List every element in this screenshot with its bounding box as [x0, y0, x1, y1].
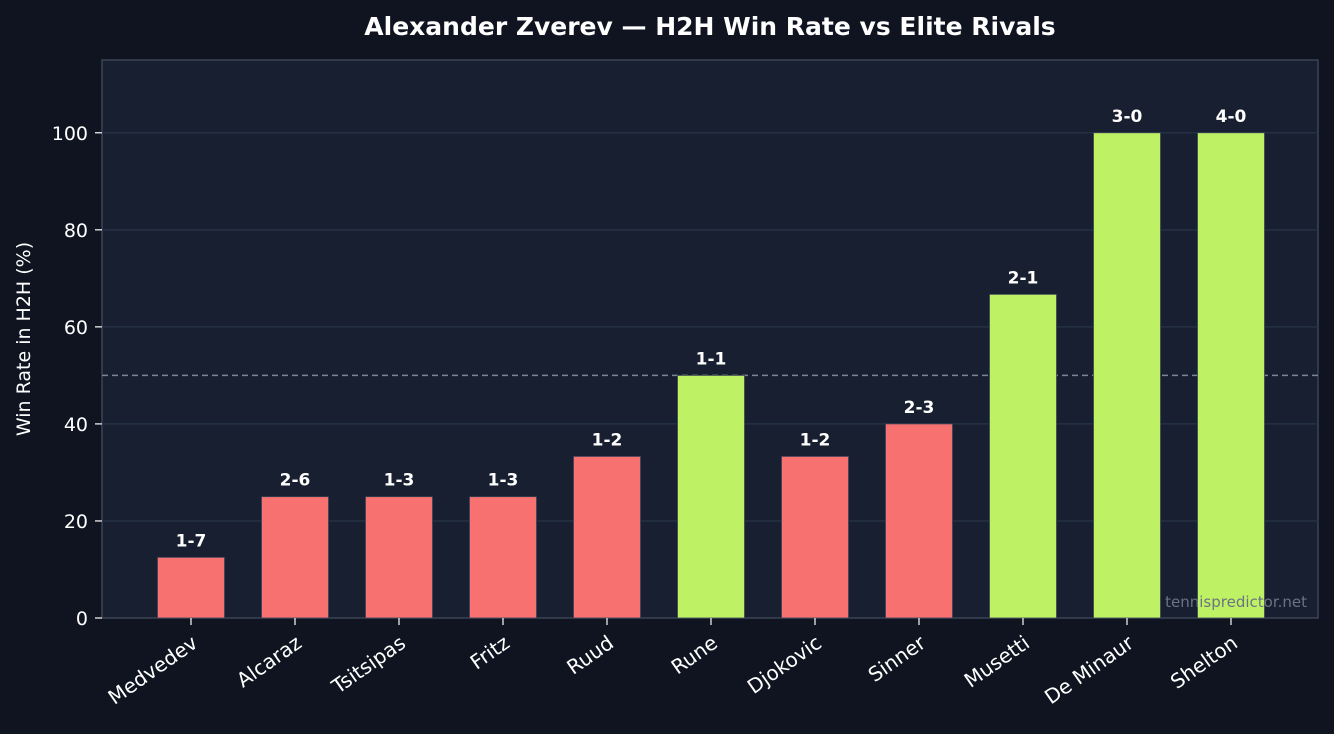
data-label: 3-0 — [1112, 107, 1143, 127]
data-label: 1-2 — [592, 430, 623, 450]
bar-alcaraz — [261, 496, 329, 619]
y-axis-label: Win Rate in H2H (%) — [13, 242, 35, 436]
data-label: 1-1 — [696, 349, 727, 369]
data-label: 2-3 — [904, 398, 935, 418]
bar-musetti — [989, 293, 1057, 619]
bar-de-minaur — [1093, 132, 1161, 619]
data-label: 1-7 — [176, 531, 207, 551]
y-tick-label: 40 — [64, 414, 88, 436]
y-tick-label: 100 — [52, 123, 88, 145]
bars: 1-7 2-6 1-3 1-3 1-2 1-1 1-2 2-3 2-1 3-0 4-0 — [157, 107, 1265, 619]
bar-ruud — [573, 456, 641, 619]
bar-fritz — [469, 496, 537, 619]
y-axis-ticks: 0 20 40 60 80 100 — [52, 123, 102, 630]
watermark: tennispredictor.net — [1165, 593, 1307, 611]
bar-tsitsipas — [365, 496, 433, 619]
y-tick-label: 20 — [64, 511, 88, 533]
bar-sinner — [885, 423, 953, 619]
bar-djokovic — [781, 456, 849, 619]
data-label: 2-6 — [280, 471, 311, 491]
y-tick-label: 80 — [64, 220, 88, 242]
data-label: 1-3 — [384, 471, 415, 491]
data-label: 1-2 — [800, 430, 831, 450]
data-label: 2-1 — [1008, 268, 1039, 288]
data-label: 1-3 — [488, 471, 519, 491]
chart-title: Alexander Zverev — H2H Win Rate vs Elite… — [364, 12, 1055, 41]
bar-medvedev — [157, 556, 225, 619]
bar-rune — [677, 374, 745, 619]
bar-shelton — [1197, 132, 1265, 619]
y-tick-label: 60 — [64, 317, 88, 339]
data-label: 4-0 — [1216, 107, 1247, 127]
y-tick-label: 0 — [76, 608, 88, 630]
